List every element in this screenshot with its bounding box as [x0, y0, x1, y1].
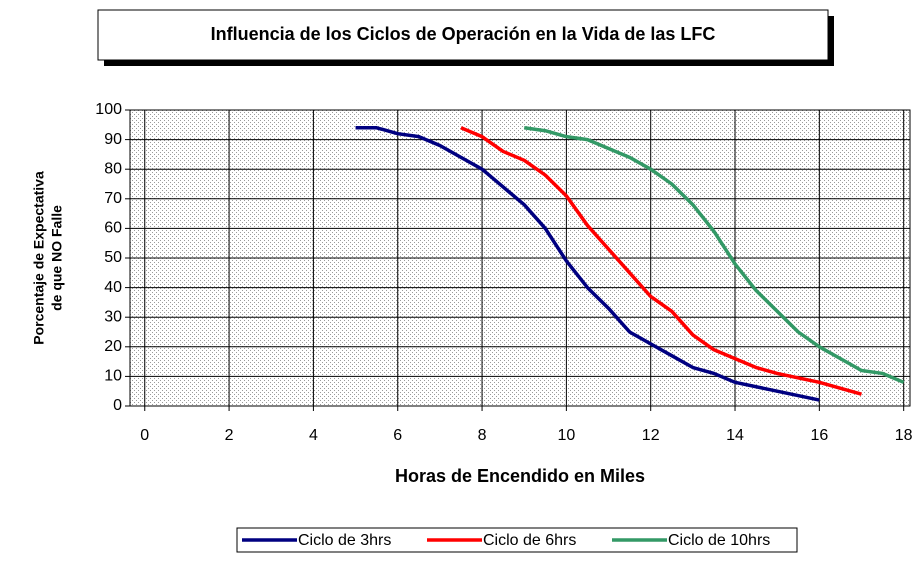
x-tick-label: 0 — [140, 427, 149, 444]
legend-box — [236, 527, 798, 553]
series-line — [523, 126, 905, 384]
legend-label: Ciclo de 6hrs — [483, 532, 576, 549]
y-tick-label: 50 — [104, 249, 122, 266]
y-tick-label: 0 — [113, 397, 122, 414]
y-tick-label: 100 — [95, 101, 122, 118]
y-tick-label: 10 — [104, 368, 122, 385]
y-axis-title-line: de que NO Falle — [49, 205, 65, 311]
x-tick-label: 8 — [478, 427, 487, 444]
y-tick-label: 30 — [104, 308, 122, 325]
x-tick-label: 10 — [557, 427, 575, 444]
y-tick-label: 70 — [104, 190, 122, 207]
legend-label: Ciclo de 3hrs — [298, 532, 391, 549]
y-tick-label: 80 — [104, 160, 122, 177]
x-tick-label: 6 — [393, 427, 402, 444]
y-tick-label: 20 — [104, 338, 122, 355]
x-tick-label: 4 — [309, 427, 318, 444]
title-box — [97, 9, 829, 61]
legend-label: Ciclo de 10hrs — [668, 532, 770, 549]
series-line — [355, 126, 820, 402]
y-axis-title-line: Porcentaje de Expectativa — [31, 171, 47, 345]
y-tick-label: 40 — [104, 279, 122, 296]
chart-title: Influencia de los Ciclos de Operación en… — [211, 24, 716, 44]
x-tick-label: 14 — [726, 427, 744, 444]
x-tick-label: 16 — [810, 427, 828, 444]
x-tick-label: 18 — [895, 427, 913, 444]
y-axis-title: Porcentaje de Expectativa de que NO Fall… — [31, 171, 65, 345]
y-tick-label: 60 — [104, 220, 122, 237]
y-tick-label: 90 — [104, 131, 122, 148]
x-axis-title: Horas de Encendido en Miles — [395, 466, 645, 486]
x-tick-label: 2 — [225, 427, 234, 444]
series-line — [460, 126, 862, 396]
plot-border — [129, 109, 911, 407]
x-tick-label: 12 — [642, 427, 660, 444]
